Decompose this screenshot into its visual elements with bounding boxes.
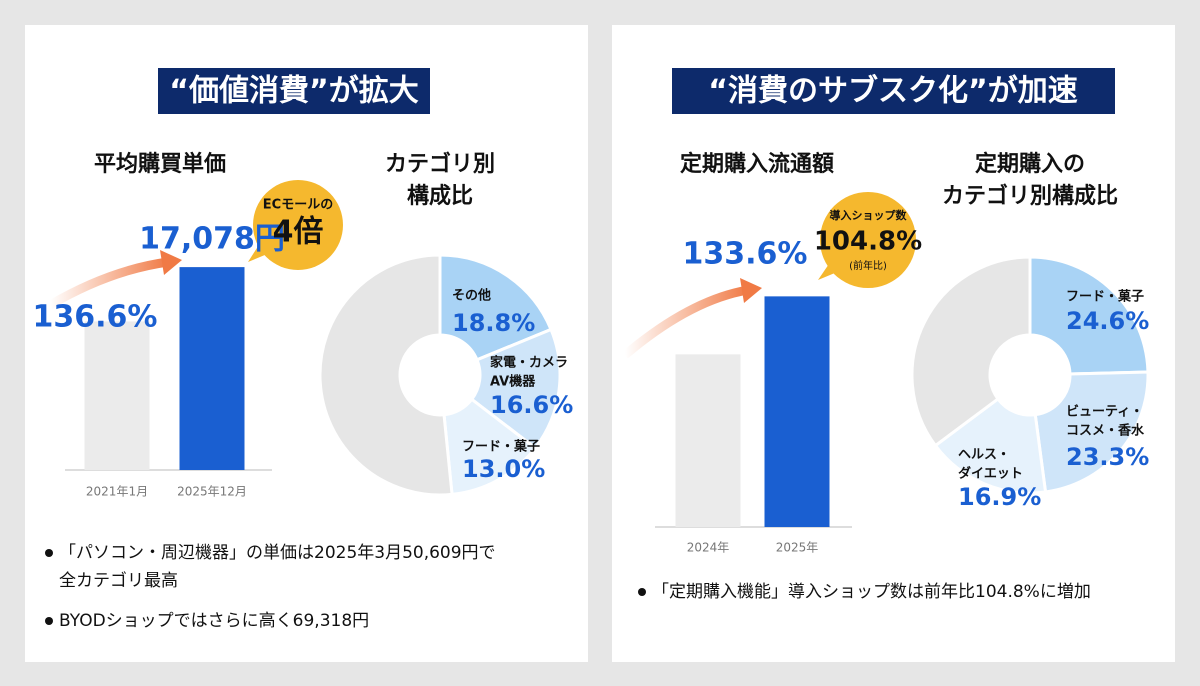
donut-segment: [1033, 370, 1150, 494]
segment-label: フード・菓子: [462, 439, 540, 455]
callout-text: (前年比): [849, 259, 887, 272]
segment-label: AV機器: [490, 374, 536, 390]
bar: [179, 267, 245, 470]
callout-text: 導入ショップ数: [830, 208, 908, 222]
arrowhead: [740, 278, 762, 303]
x-tick-label: 2025年12月: [177, 485, 247, 499]
arrow: [47, 257, 169, 309]
chart-title: 定期購入の: [975, 151, 1085, 177]
segment-label: ヘルス・: [958, 448, 1010, 463]
donut-segment: [1028, 255, 1150, 376]
value-label: 18.8%: [452, 309, 535, 337]
donut-segment: [318, 253, 454, 497]
bullet-dot: [45, 549, 53, 557]
chart-title: カテゴリ別: [385, 151, 495, 177]
callout-text: ECモールの: [263, 198, 333, 213]
x-tick-label: 2021年1月: [86, 485, 148, 499]
segment-label: フード・菓子: [1066, 289, 1144, 305]
bullet-text: 「定期購入機能」導入ショップ数は前年比104.8%に増加: [652, 582, 1091, 602]
annotation: 136.6%: [33, 300, 158, 335]
value-label: 16.6%: [490, 391, 573, 419]
segment-label: ダイエット: [958, 466, 1023, 482]
x-tick-label: 2025年: [776, 541, 819, 555]
donut-segment: [469, 327, 562, 451]
value-label: 24.6%: [1066, 307, 1149, 335]
x-tick-label: 2024年: [687, 541, 730, 555]
segment-label: その他: [452, 288, 491, 304]
bar: [84, 321, 150, 470]
chart-title: 平均購買単価: [94, 151, 226, 177]
chart-title: カテゴリ別構成比: [942, 183, 1118, 209]
segment-label: コスメ・香水: [1066, 423, 1145, 439]
callout: [253, 180, 343, 270]
bar: [764, 296, 830, 527]
heading-box: [158, 68, 430, 114]
callout-text: 104.8%: [814, 227, 922, 257]
segment-label: 家電・カメラ: [490, 355, 568, 371]
bullet-dot: [45, 617, 53, 625]
heading: “価値消費”が拡大: [169, 74, 418, 109]
value-label: 17,078円: [139, 222, 285, 257]
bullet-text: 全カテゴリ最高: [59, 570, 178, 591]
chart-title: 構成比: [407, 183, 473, 209]
bullet-dot: [638, 588, 646, 596]
value-label: 23.3%: [1066, 443, 1149, 471]
callout-text: 4倍: [273, 215, 324, 250]
arrowhead: [160, 250, 182, 275]
heading: “消費のサブスク化”が加速: [708, 74, 1077, 109]
bar: [675, 354, 741, 527]
heading-box: [672, 68, 1115, 114]
arrow: [622, 285, 749, 359]
donut-segment: [933, 396, 1048, 495]
donut-segment: [910, 255, 1032, 448]
segment-label: ビューティ・: [1066, 404, 1143, 420]
donut-segment: [438, 253, 553, 362]
chart-title: 定期購入流通額: [680, 151, 834, 177]
value-label: 16.9%: [958, 483, 1041, 511]
bullet-text: BYODショップではさらに高く69,318円: [59, 611, 369, 631]
annotation: 133.6%: [683, 237, 808, 272]
bullet-text: 「パソコン・周辺機器」の単価は2025年3月50,609円で: [59, 543, 496, 563]
value-label: 13.0%: [462, 455, 545, 483]
callout: [820, 192, 916, 288]
